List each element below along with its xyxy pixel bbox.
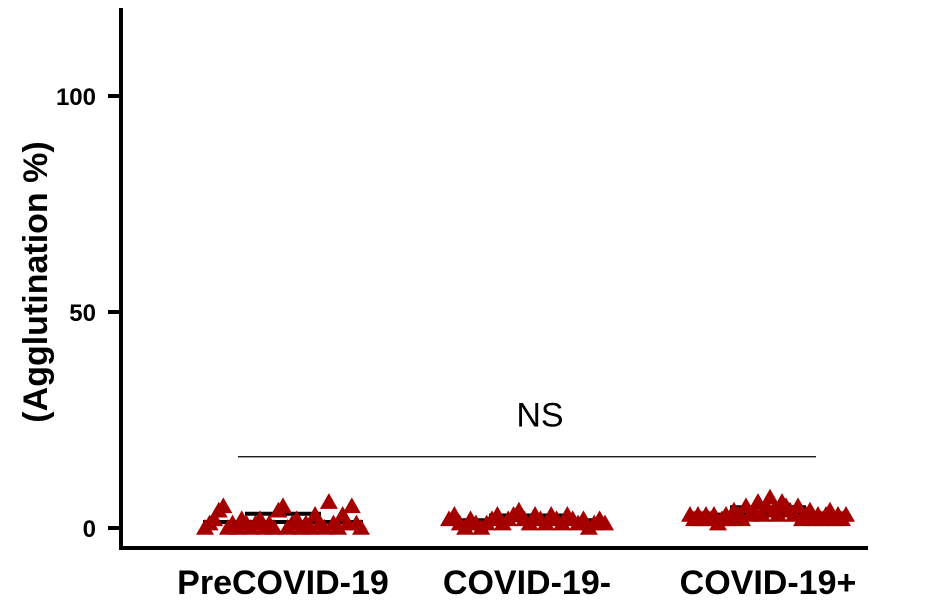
data-point (342, 497, 361, 514)
data-point (596, 514, 614, 531)
category-labels: PreCOVID-19 COVID-19- COVID-19+ (177, 564, 856, 602)
data-point (837, 506, 855, 522)
data-point (329, 519, 348, 535)
data-point (520, 514, 539, 531)
significance-label: NS (516, 397, 563, 435)
data-points (196, 488, 855, 535)
category-label-2: COVID-19+ (680, 564, 857, 602)
y-ticks: 0 50 100 (56, 84, 121, 543)
data-point (733, 510, 751, 527)
significance-annotation: NS (238, 397, 816, 458)
data-point (721, 510, 739, 527)
data-point (352, 519, 370, 535)
y-tick-label-0: 0 (83, 516, 96, 543)
data-point (301, 519, 320, 535)
data-point (319, 493, 338, 509)
y-tick-label-50: 50 (69, 300, 96, 327)
data-point (456, 519, 475, 535)
data-point (536, 514, 555, 531)
data-point (214, 497, 233, 514)
y-tick-label-100: 100 (56, 84, 96, 111)
category-label-0: PreCOVID-19 (177, 564, 389, 602)
data-point (753, 506, 771, 522)
data-point (789, 497, 807, 514)
y-axis-label: (Agglutination %) (17, 141, 55, 422)
data-point (315, 519, 334, 535)
category-label-1: COVID-19- (443, 564, 611, 602)
data-point (228, 519, 247, 535)
data-point (274, 497, 292, 514)
data-point (264, 519, 283, 535)
data-point (769, 506, 787, 522)
axes: 0 50 100 (56, 8, 868, 550)
data-point (552, 514, 571, 531)
data-point (761, 488, 779, 505)
data-point (205, 510, 224, 527)
